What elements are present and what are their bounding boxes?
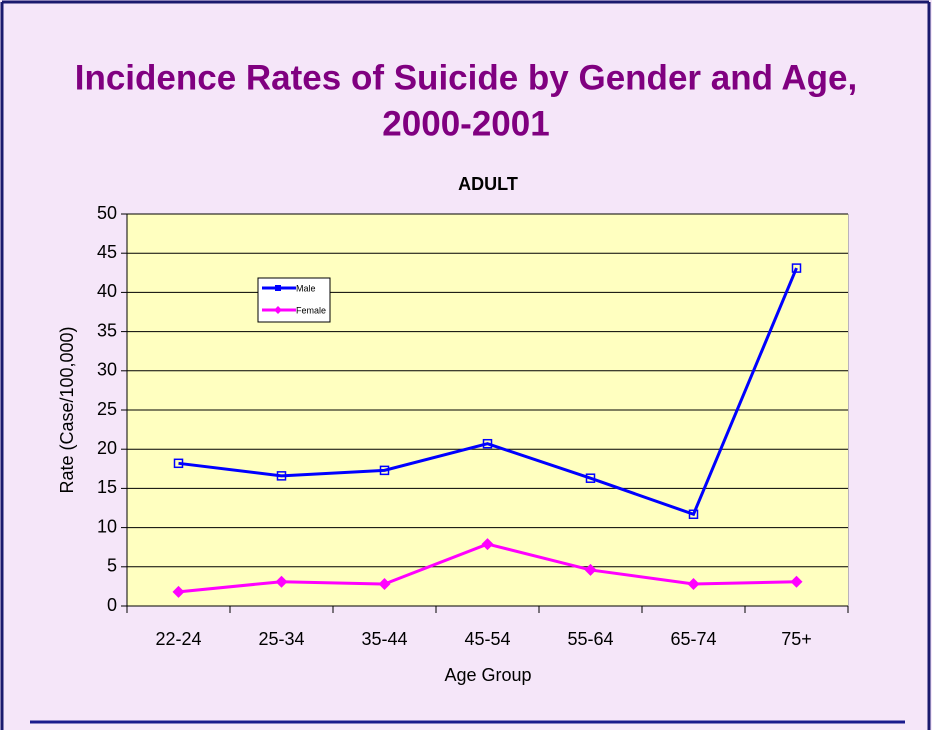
marker <box>276 471 287 481</box>
y-tick-label: 15 <box>97 477 117 497</box>
x-tick-label: 45-54 <box>464 629 510 649</box>
marker <box>585 473 596 483</box>
y-tick-label: 5 <box>107 556 117 576</box>
marker <box>378 578 391 591</box>
marker <box>173 458 184 469</box>
marker <box>688 509 699 520</box>
y-tick-label: 45 <box>97 242 117 262</box>
chart-title: Incidence Rates of Suicide by Gender and… <box>75 58 858 97</box>
legend-label: Female <box>296 305 326 315</box>
marker <box>172 585 185 598</box>
y-tick-label: 10 <box>97 516 117 536</box>
marker <box>790 575 803 588</box>
chart-title-line2: 2000-2001 <box>382 104 549 143</box>
legend-marker <box>275 285 281 291</box>
series-line <box>178 267 798 517</box>
legend-marker <box>274 306 282 314</box>
x-axis-label: Age Group <box>444 665 531 685</box>
marker <box>481 538 494 551</box>
marker <box>379 465 390 476</box>
x-tick-label: 25-34 <box>258 629 304 649</box>
y-tick-label: 0 <box>107 595 117 615</box>
y-tick-label: 35 <box>97 320 117 340</box>
y-tick-label: 25 <box>97 399 117 419</box>
x-tick-label: 65-74 <box>670 629 716 649</box>
marker <box>584 563 597 576</box>
x-tick-label: 55-64 <box>567 629 613 649</box>
x-tick-label: 35-44 <box>361 629 407 649</box>
plot-border-right <box>848 214 849 606</box>
marker <box>687 578 700 591</box>
marker <box>275 575 288 588</box>
y-tick-label: 30 <box>97 360 117 380</box>
x-tick-label: 75+ <box>781 629 812 649</box>
marker <box>791 263 802 273</box>
marker <box>482 438 493 449</box>
x-tick-label: 22-24 <box>155 629 201 649</box>
y-tick-label: 20 <box>97 438 117 458</box>
legend <box>257 277 331 323</box>
y-axis-label: Rate (Case/100,000) <box>57 326 77 493</box>
y-tick-label: 50 <box>97 203 117 223</box>
legend-label: Male <box>296 283 316 293</box>
y-tick-label: 40 <box>97 281 117 301</box>
chart-subtitle: ADULT <box>458 174 518 194</box>
